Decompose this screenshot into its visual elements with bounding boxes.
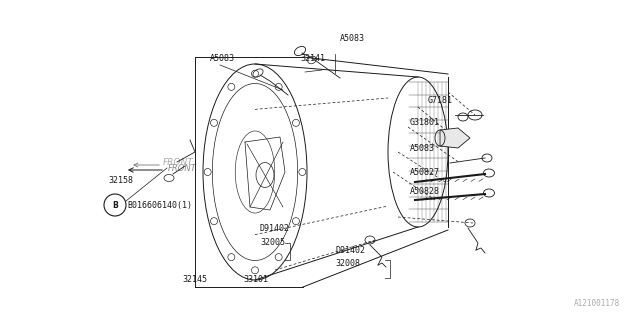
Text: A5083: A5083 bbox=[340, 34, 365, 43]
Text: B016606140(1): B016606140(1) bbox=[127, 201, 192, 210]
Text: B: B bbox=[112, 201, 118, 210]
Text: A50828: A50828 bbox=[410, 187, 440, 196]
Text: G7181: G7181 bbox=[428, 95, 453, 105]
Text: 32141: 32141 bbox=[300, 53, 325, 62]
Text: A5083: A5083 bbox=[210, 53, 235, 62]
Text: 32008: 32008 bbox=[335, 260, 360, 268]
Text: FRONT: FRONT bbox=[168, 164, 196, 172]
Text: D91402: D91402 bbox=[260, 223, 290, 233]
Text: FRONT: FRONT bbox=[163, 157, 194, 166]
Text: 32158: 32158 bbox=[108, 175, 133, 185]
Text: G31801: G31801 bbox=[410, 117, 440, 126]
Text: A121001178: A121001178 bbox=[573, 299, 620, 308]
Text: 33101: 33101 bbox=[243, 276, 268, 284]
Text: 32005: 32005 bbox=[260, 237, 285, 246]
Text: A5083: A5083 bbox=[410, 143, 435, 153]
Text: D91402: D91402 bbox=[335, 245, 365, 254]
Text: 32145: 32145 bbox=[182, 276, 207, 284]
Polygon shape bbox=[440, 128, 470, 148]
Text: A50827: A50827 bbox=[410, 167, 440, 177]
